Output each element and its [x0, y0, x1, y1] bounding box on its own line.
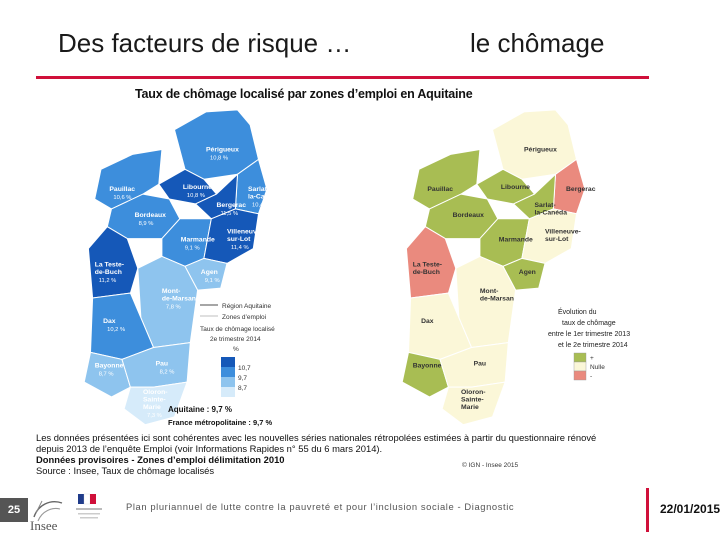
left-zone-label: Villeneuve-sur-Lot 11,4 % [227, 229, 263, 252]
map-title: Taux de chômage localisé par zones d’emp… [135, 87, 473, 101]
footer-date: 22/01/2015 [660, 502, 720, 516]
legend-item-plus: + [590, 355, 594, 362]
left-zone-label: Pauillac 10,6 % [109, 186, 135, 201]
right-zone-label: Pau [474, 360, 486, 367]
map-copyright: © IGN - Insee 2015 [462, 462, 519, 469]
right-map-labels: Pauillac Périgueux Libourne Bordeaux Bergera… [413, 147, 596, 412]
right-zone-label: Libourne [501, 184, 530, 191]
left-zone-label: Marmande 9,1 % [181, 237, 215, 252]
left-zone-label: Pau 8,2 % [156, 360, 175, 375]
note-line-2: depuis 2013 de l’enquête Emploi (voir In… [36, 443, 383, 454]
left-zone-label: Mont-de-Marsan 7,8 % [162, 288, 196, 311]
map-notes: Les données présentées ici sont cohérent… [36, 432, 597, 476]
left-zone-label: Bergerac 11,5 % [217, 202, 247, 217]
right-zone-15 [441, 381, 506, 426]
right-zone-label: Bordeaux [453, 212, 485, 219]
right-zone-label: La Teste-de-Buch [413, 261, 442, 276]
right-zone-label: Dax [421, 318, 434, 325]
legend-zones-label: Zones d’emploi [222, 314, 266, 321]
legend-swatch-null [573, 361, 587, 372]
legend-item-minus: - [590, 373, 592, 380]
right-zone-label: Marmande [499, 237, 533, 244]
right-zone-label: Périgueux [524, 147, 557, 154]
legend-france-rate: France métropolitaine : 9,7 % [168, 418, 273, 427]
legend-swatch-lightest [221, 387, 235, 397]
legend-swatch-dark [221, 357, 235, 367]
note-line-4: Source : Insee, Taux de chômage localisé… [36, 465, 215, 476]
right-zone-label: Pauillac [427, 186, 453, 193]
legend-aquitaine-rate: Aquitaine : 9,7 % [168, 405, 232, 414]
title-divider [36, 76, 649, 79]
right-zone-label: Bergerac [566, 186, 596, 193]
left-zone-label: Dax 10,2 % [103, 318, 125, 333]
right-zone-label: Oloron-Sainte-Marie [461, 389, 486, 411]
right-zone-label: Bayonne [413, 362, 442, 369]
legend-rate-title-2: 2e trimestre 2014 [210, 336, 261, 343]
left-map [83, 109, 268, 426]
left-zone-label: Oloron-Sainte-Marie 7,3 % [143, 389, 168, 419]
right-zone-label: Mont-de-Marsan [480, 288, 514, 303]
legend-item-null: Nulle [590, 364, 605, 371]
right-zone-1 [412, 148, 481, 210]
insee-logo-text: Insee [30, 518, 58, 533]
legend-evolution-title-1: Évolution du [558, 307, 597, 316]
left-zone-label: Sarlat-la-Canéda 10,4 % [248, 186, 281, 209]
left-zone-label: Libourne 10,8 % [183, 184, 212, 199]
slide-title-right: le chômage [470, 28, 605, 58]
left-zone-15 [123, 381, 188, 426]
legend-swatch-minus [573, 370, 587, 381]
right-zone-6 [512, 173, 557, 220]
left-zone-label: Bordeaux 8,9 % [135, 212, 167, 227]
slide-title-left: Des facteurs de risque … [58, 28, 352, 58]
legend-threshold-3: 8,7 [238, 385, 247, 392]
footer-divider [646, 488, 649, 532]
right-zone-label: Sarlat-la-Canéda [535, 202, 568, 217]
legend-region-label: Région Aquitaine [222, 303, 272, 310]
left-zone-1 [94, 148, 163, 210]
legend-evolution-title-2: taux de chômage [562, 320, 616, 327]
legend-swatch-plus [573, 352, 587, 363]
right-zone-label: Agen [519, 269, 536, 276]
right-map-legend: Évolution du taux de chômage entre le 1e… [548, 307, 630, 381]
legend-swatch-light [221, 377, 235, 387]
legend-swatch-mid [221, 367, 235, 377]
left-zone-label: Bayonne 8,7 % [95, 362, 124, 377]
left-zone-label: Agen 9,1 % [201, 269, 220, 284]
note-line-3: Données provisoires - Zones d’emploi dél… [36, 454, 285, 465]
insee-logo-icon [33, 500, 63, 522]
legend-threshold-1: 10,7 [238, 365, 251, 372]
footer-text: Plan pluriannuel de lutte contre la pauv… [126, 501, 515, 512]
legend-threshold-2: 9,7 [238, 375, 247, 382]
page-number: 25 [0, 498, 28, 522]
left-map-labels: Pauillac 10,6 % Périgueux 10,8 % Libourne 10,… [95, 147, 281, 420]
left-zone-6 [194, 173, 239, 220]
right-map [401, 109, 586, 426]
legend-evolution-title-4: et le 2e trimestre 2014 [558, 342, 628, 349]
right-zone-13 [401, 351, 449, 398]
left-zone-13 [83, 351, 131, 398]
legend-rate-unit: % [233, 346, 239, 353]
left-zone-label: Périgueux 10,8 % [206, 147, 239, 162]
legend-rate-title-1: Taux de chômage localisé [200, 326, 275, 333]
republique-francaise-logo-icon [76, 493, 102, 519]
left-map-legend: Région Aquitaine Zones d’emploi Taux de … [168, 303, 275, 427]
note-line-1: Les données présentées ici sont cohérent… [36, 432, 597, 443]
legend-evolution-title-3: entre le 1er trimestre 2013 [548, 331, 630, 338]
left-zone-label: La Teste-de-Buch 11,2 % [95, 261, 124, 284]
right-zone-label: Villeneuve-sur-Lot [545, 229, 581, 244]
